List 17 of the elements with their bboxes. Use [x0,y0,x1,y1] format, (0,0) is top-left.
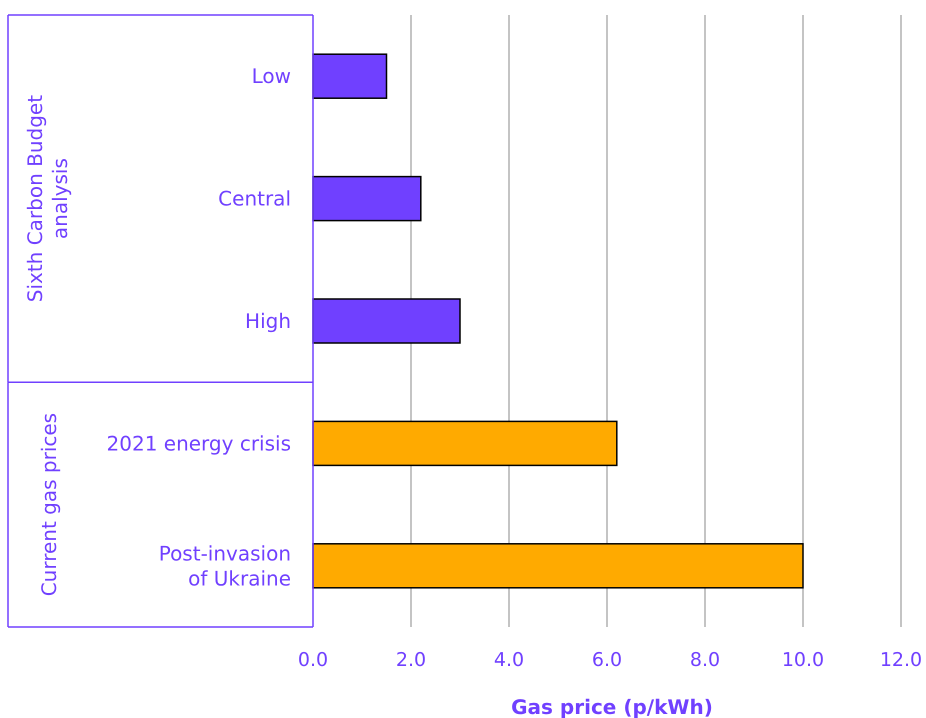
text: Sixth Carbon Budget analysis [23,94,72,302]
y-tick-label: High [245,309,291,333]
x-tick-label: 8.0 [690,649,720,671]
x-tick-label: 4.0 [494,649,524,671]
text: Current gas prices [37,412,61,596]
x-axis-title: Gas price (p/kWh) [511,695,713,718]
x-tick-label: 6.0 [592,649,622,671]
x-tick-label: 10.0 [782,649,824,671]
bar [312,420,618,466]
x-tick-label: 2.0 [396,649,426,671]
y-tick-label: Central [218,186,291,211]
y-tick-label: Post-invasion of Ukraine [158,541,291,590]
x-tick-label: 12.0 [880,649,922,671]
y-tick-label: 2021 energy crisis [106,431,291,456]
y-tick-label: Low [252,64,291,88]
bar [312,543,804,589]
x-tick-label: 0.0 [298,649,328,671]
